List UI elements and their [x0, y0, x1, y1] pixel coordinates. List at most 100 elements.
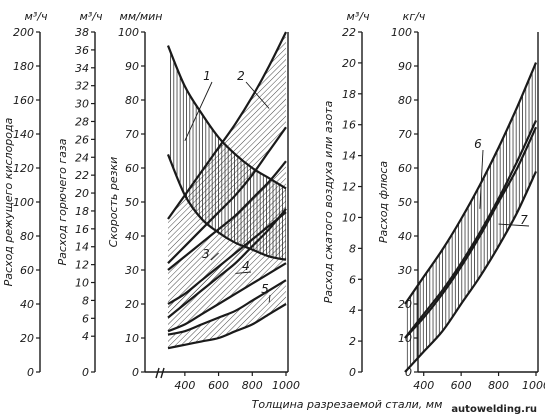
curve-label-6: 6 [474, 137, 482, 151]
y-tick-label-right-1: 80 [398, 94, 412, 107]
watermark: autowelding.ru [451, 404, 537, 415]
curve-band-5 [168, 280, 286, 349]
curve-band-3 [168, 161, 286, 318]
y-tick-label-right-1: 40 [398, 230, 412, 243]
curve-label-3: 3 [202, 247, 210, 261]
y-axis-unit-right-0: м³/ч [347, 10, 370, 23]
x-tick-label-left: 1000 [272, 379, 300, 392]
y-axis-title-right-1: Расход флюса [377, 161, 390, 244]
y-tick-label-left-1: 14 [75, 241, 89, 254]
y-tick-label-left-2: 80 [125, 94, 139, 107]
y-tick-label-right-0: 4 [349, 304, 356, 317]
y-tick-label-left-2: 30 [125, 264, 139, 277]
curve-band-7 [405, 127, 536, 372]
y-tick-label-left-0: 20 [20, 332, 34, 345]
y-tick-label-right-1: 0 [405, 366, 412, 379]
y-tick-label-left-0: 100 [13, 196, 34, 209]
y-axis-unit-left-0: м³/ч [25, 10, 48, 23]
y-tick-label-right-1: 30 [398, 264, 412, 277]
y-tick-label-left-2: 90 [125, 60, 139, 73]
curve-upper-3 [167, 160, 287, 271]
curve-band-6 [405, 62, 536, 338]
curve-label-1: 1 [203, 69, 211, 83]
y-tick-label-left-2: 20 [125, 298, 139, 311]
y-tick-label-left-0: 0 [27, 366, 34, 379]
y-tick-label-left-1: 24 [75, 151, 89, 164]
x-axis-break-icon [155, 367, 165, 379]
y-axis-unit-left-2: мм/мин [120, 10, 163, 23]
x-tick-label-left: 600 [208, 379, 229, 392]
y-tick-label-left-0: 180 [13, 60, 34, 73]
y-tick-label-right-0: 2 [349, 335, 356, 348]
y-tick-label-left-0: 200 [13, 26, 34, 39]
y-tick-label-left-1: 12 [75, 259, 89, 272]
y-tick-label-right-1: 90 [398, 60, 412, 73]
x-tick-label-right: 1000 [522, 379, 545, 392]
curve-upper-4 [167, 211, 287, 305]
y-tick-label-right-0: 10 [342, 211, 356, 224]
y-axis-title-left-1: Расход горючего газа [56, 138, 69, 265]
y-tick-label-left-2: 60 [125, 162, 139, 175]
curve-band-4 [168, 212, 286, 332]
y-tick-label-left-1: 22 [75, 169, 89, 182]
curve-leader-7 [498, 223, 530, 227]
curve-lower-7 [404, 170, 538, 373]
y-tick-label-left-1: 10 [75, 277, 89, 290]
y-tick-label-left-1: 38 [75, 26, 89, 39]
y-tick-label-right-0: 22 [342, 26, 356, 39]
y-tick-label-right-1: 100 [391, 26, 412, 39]
curve-lower-6 [404, 119, 538, 339]
curve-label-4: 4 [242, 259, 250, 273]
y-tick-label-left-1: 34 [75, 62, 89, 75]
curve-leader-5 [268, 294, 271, 303]
curve-label-7: 7 [520, 213, 528, 227]
curve-leader-3 [210, 252, 219, 261]
x-tick-label-right: 800 [488, 379, 509, 392]
x-tick-label-right: 400 [413, 379, 434, 392]
y-tick-label-left-1: 6 [82, 312, 89, 325]
curve-lower-2 [167, 126, 287, 264]
y-tick-label-left-2: 70 [125, 128, 139, 141]
y-tick-label-left-1: 4 [82, 330, 89, 343]
y-tick-label-left-2: 0 [132, 366, 139, 379]
y-tick-label-left-1: 0 [82, 366, 89, 379]
y-tick-label-right-0: 20 [342, 57, 356, 70]
curve-upper-7 [404, 126, 538, 339]
x-tick-label-right: 600 [451, 379, 472, 392]
x-tick-label-left: 400 [174, 379, 195, 392]
curve-lower-4 [167, 262, 287, 333]
y-tick-label-right-0: 12 [342, 181, 356, 194]
y-tick-label-right-0: 6 [349, 273, 356, 286]
y-axis-unit-left-1: м³/ч [80, 10, 103, 23]
curve-label-5: 5 [261, 282, 269, 296]
y-tick-label-right-1: 60 [398, 162, 412, 175]
y-tick-label-left-1: 26 [75, 133, 89, 146]
y-axis-title-left-0: Расход режущего кислорода [2, 117, 15, 286]
curve-leader-6 [479, 149, 484, 209]
y-tick-label-left-2: 40 [125, 230, 139, 243]
y-tick-label-left-2: 10 [125, 332, 139, 345]
y-axis-title-left-2: Скорость резки [107, 157, 120, 248]
curve-upper-2 [167, 31, 287, 220]
x-axis-title: Толщина разрезаемой стали, мм [252, 398, 443, 411]
curve-lower-5 [167, 303, 287, 350]
y-tick-label-right-0: 14 [342, 150, 356, 163]
y-tick-label-left-1: 20 [75, 187, 89, 200]
x-tick-label-left: 800 [242, 379, 263, 392]
y-tick-label-left-0: 120 [13, 162, 34, 175]
curve-upper-5 [167, 279, 287, 336]
y-tick-label-left-1: 32 [75, 80, 89, 93]
y-tick-label-left-0: 40 [20, 298, 34, 311]
y-tick-label-left-1: 36 [75, 44, 89, 57]
y-tick-label-left-1: 30 [75, 98, 89, 111]
y-tick-label-left-0: 80 [20, 230, 34, 243]
y-axis-unit-right-1: кг/ч [403, 10, 426, 23]
y-tick-label-left-0: 160 [13, 94, 34, 107]
curve-leader-4 [235, 271, 252, 274]
curve-label-2: 2 [237, 69, 245, 83]
y-tick-label-right-0: 18 [342, 88, 356, 101]
y-tick-label-left-1: 18 [75, 205, 89, 218]
y-axis-title-right-0: Расход сжатого воздуха или азота [322, 100, 335, 303]
bands-layer [166, 31, 538, 373]
